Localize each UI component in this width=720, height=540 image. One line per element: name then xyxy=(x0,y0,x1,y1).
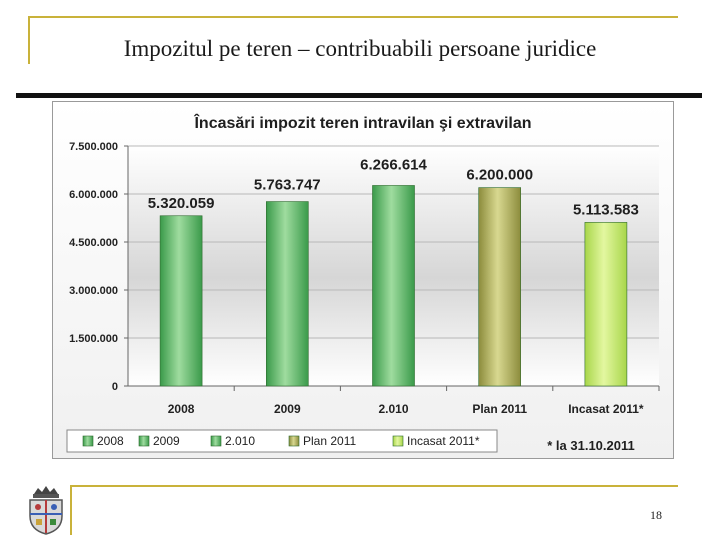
chart-note: * la 31.10.2011 xyxy=(547,438,634,453)
y-tick-label: 0 xyxy=(112,381,118,393)
data-label: 6.266.614 xyxy=(360,156,427,173)
bar-2009 xyxy=(266,201,309,387)
legend-swatch xyxy=(392,435,404,447)
bar-2-010 xyxy=(372,185,415,387)
top-frame xyxy=(28,16,678,64)
top-frame-vertical-line xyxy=(28,16,30,64)
legend-label: 2009 xyxy=(153,434,180,448)
x-tick-label: 2009 xyxy=(274,402,301,416)
legend-box xyxy=(66,429,498,453)
bar-plan-2011 xyxy=(478,187,522,387)
x-tick-label: Plan 2011 xyxy=(472,402,527,416)
y-tick-label: 7.500.000 xyxy=(69,141,118,153)
chart-container: Încasări impozit teren intravilan şi ext… xyxy=(52,101,674,459)
legend-label: Plan 2011 xyxy=(303,434,356,448)
bar-2008 xyxy=(159,215,203,387)
data-label: 6.200.000 xyxy=(466,167,533,184)
bottom-frame-line xyxy=(70,485,678,487)
legend-label: 2.010 xyxy=(225,434,255,448)
title-divider xyxy=(16,93,702,98)
legend-swatch xyxy=(138,435,150,447)
bottom-frame-vertical-line xyxy=(70,485,72,535)
legend-swatch xyxy=(82,435,94,447)
coat-of-arms-icon xyxy=(29,486,63,535)
legend-swatch xyxy=(210,435,222,447)
slide-title: Impozitul pe teren – contribuabili perso… xyxy=(123,36,597,61)
data-label: 5.320.059 xyxy=(148,195,215,212)
data-label: 5.113.583 xyxy=(573,201,639,218)
data-label: 5.763.747 xyxy=(254,177,321,194)
top-frame-line xyxy=(28,16,678,18)
x-tick-label: 2.010 xyxy=(378,402,408,416)
legend-label: Incasat 2011* xyxy=(407,434,480,448)
y-tick-label: 4.500.000 xyxy=(69,237,118,249)
y-tick-label: 1.500.000 xyxy=(69,333,118,345)
chart-title: Încasări impozit teren intravilan şi ext… xyxy=(193,113,531,132)
bar-incasat-2011- xyxy=(584,222,628,387)
x-tick-label: Incasat 2011* xyxy=(568,402,644,416)
bar-chart: Încasări impozit teren intravilan şi ext… xyxy=(66,113,660,453)
y-tick-label: 6.000.000 xyxy=(69,189,118,201)
legend-label: 2008 xyxy=(97,434,124,448)
y-tick-label: 3.000.000 xyxy=(69,285,118,297)
x-tick-label: 2008 xyxy=(168,402,195,416)
page-number: 18 xyxy=(650,508,662,522)
legend-swatch xyxy=(288,435,300,447)
